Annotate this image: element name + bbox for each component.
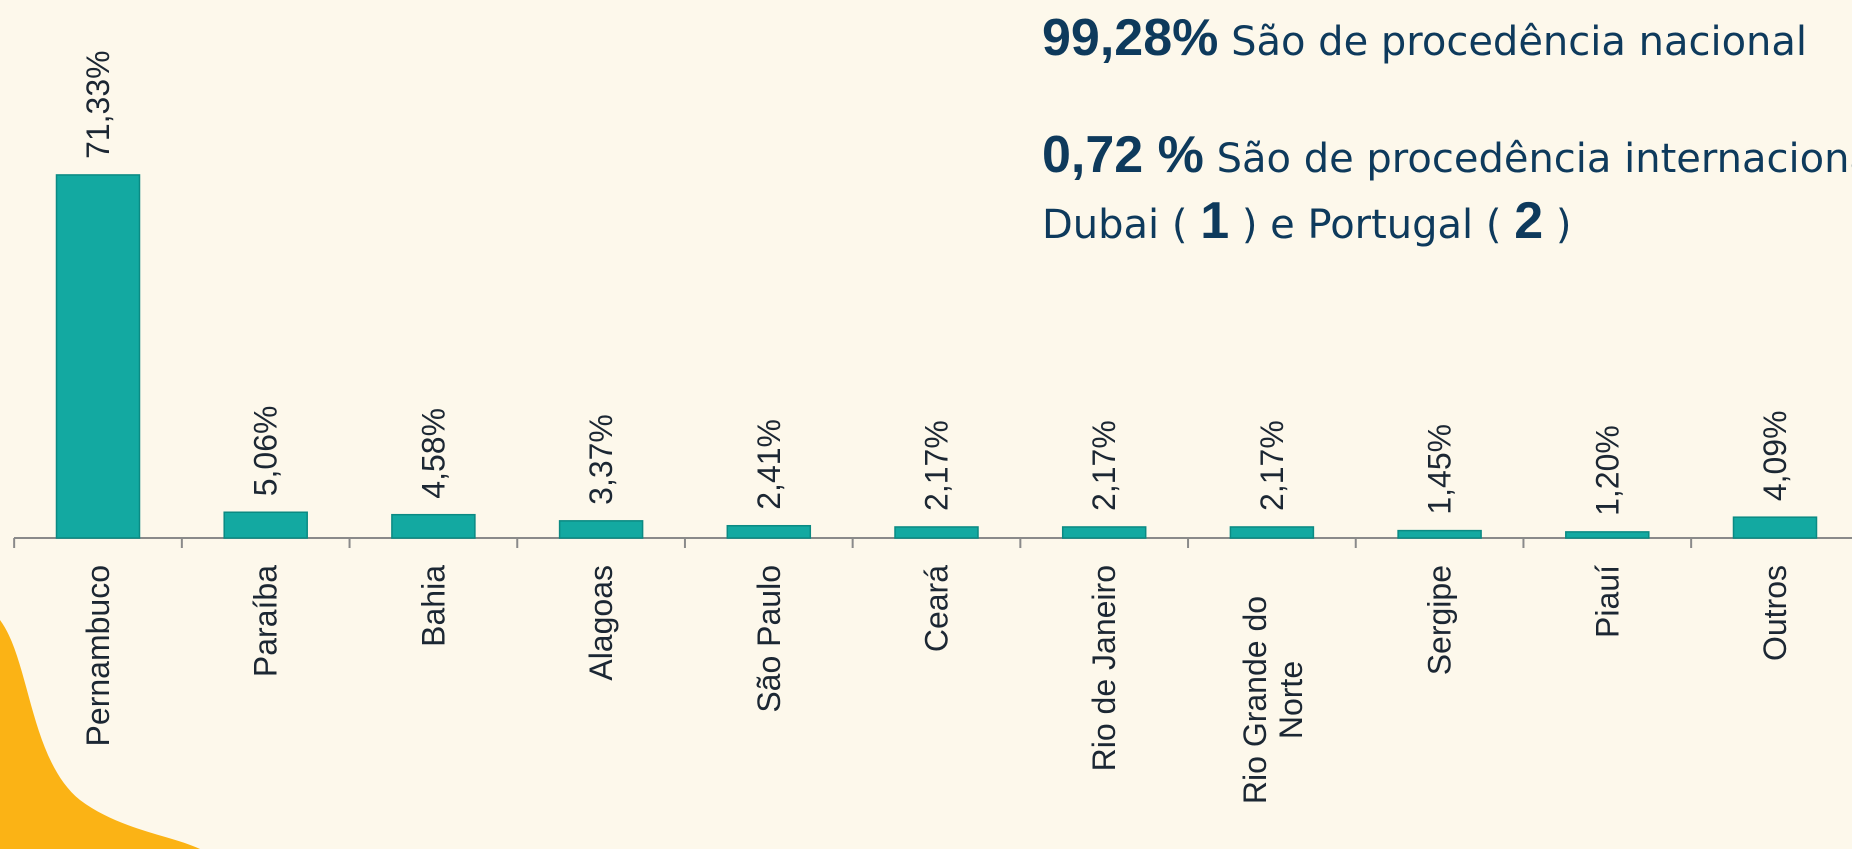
countries-note: Dubai ( 1 ) e Portugal ( 2 ) [1042,192,1571,250]
category-label: Rio de Janeiro [1086,565,1122,771]
value-label: 4,58% [415,408,451,499]
bar [57,175,140,538]
bar [560,521,643,538]
category-label: Pernambuco [80,565,116,746]
international-note: 0,72 % São de procedência internacional [1042,126,1852,184]
category-label: Alagoas [583,565,619,681]
category-label: Piauí [1589,565,1625,638]
bar [1063,527,1146,538]
category-label: Paraíba [248,565,284,677]
national-note: 99,28% São de procedência nacional [1042,9,1807,67]
value-label: 4,09% [1757,410,1793,501]
bar [895,527,978,538]
slide: 99,28% São de procedência nacional 0,72 … [0,0,1852,849]
value-label: 2,17% [1086,420,1122,511]
bar [392,515,475,538]
value-label: 2,17% [1254,420,1290,511]
value-label: 2,17% [919,420,955,511]
category-label: Bahia [415,565,451,647]
bar [224,512,307,538]
category-label: Ceará [919,565,955,652]
value-label: 5,06% [248,406,284,497]
bar [1398,531,1481,538]
bar [727,526,810,538]
value-label: 1,20% [1589,425,1625,516]
bar [1734,517,1817,538]
category-label: São Paulo [751,565,787,713]
bar [1230,527,1313,538]
category-label: Sergipe [1422,565,1458,675]
value-label: 1,45% [1422,424,1458,515]
value-label: 71,33% [80,50,116,159]
category-label: Outros [1757,565,1793,661]
value-label: 2,41% [751,419,787,510]
category-label: Rio Grande doNorte [1237,596,1309,804]
bar [1566,532,1649,538]
value-label: 3,37% [583,414,619,505]
